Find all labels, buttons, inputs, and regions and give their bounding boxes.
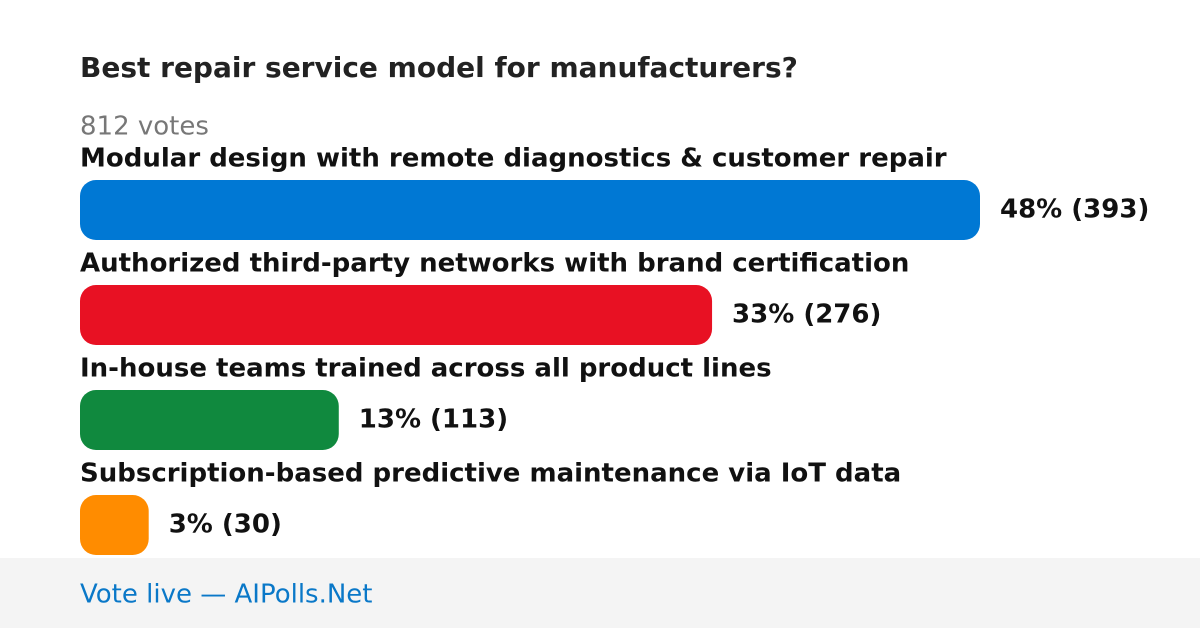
value-label: 3% (30) xyxy=(169,510,282,540)
bar xyxy=(80,285,713,345)
bar xyxy=(80,495,149,555)
value-label: 48% (393) xyxy=(1000,195,1149,225)
value-label: 13% (113) xyxy=(359,405,508,435)
option-label: Authorized third-party networks with bra… xyxy=(80,249,909,279)
poll-title: Best repair service model for manufactur… xyxy=(80,51,798,84)
bar xyxy=(80,390,339,450)
option-label: Modular design with remote diagnostics &… xyxy=(80,144,947,174)
footer-bar xyxy=(0,558,1200,628)
option-label: In-house teams trained across all produc… xyxy=(80,354,772,384)
footer-link[interactable]: Vote live — AIPolls.Net xyxy=(80,580,373,610)
vote-count: 812 votes xyxy=(80,112,209,142)
bar xyxy=(80,180,980,240)
value-label: 33% (276) xyxy=(732,300,881,330)
option-label: Subscription-based predictive maintenanc… xyxy=(80,459,901,489)
